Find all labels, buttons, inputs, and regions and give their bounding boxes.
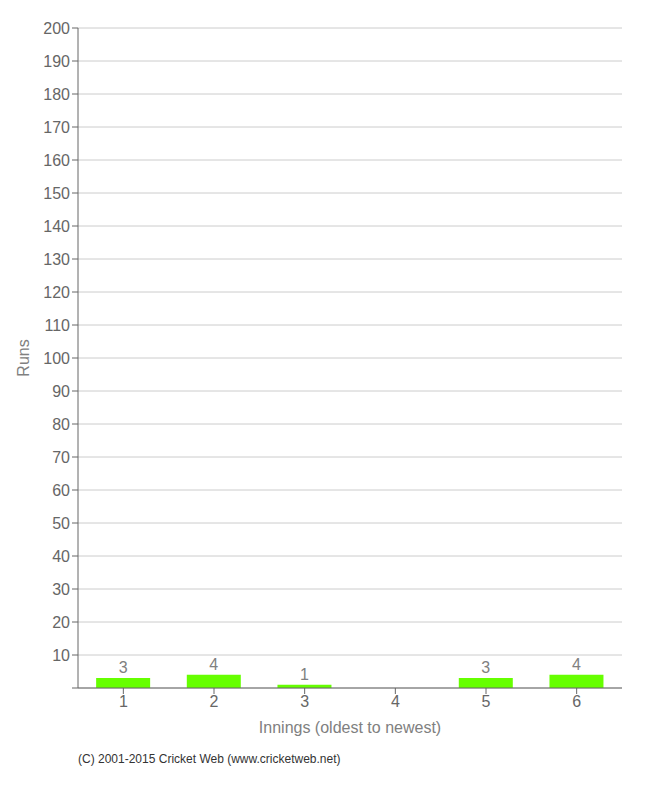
- svg-text:1: 1: [119, 693, 128, 710]
- svg-text:120: 120: [43, 284, 70, 301]
- svg-text:90: 90: [52, 383, 70, 400]
- svg-text:200: 200: [43, 20, 70, 37]
- svg-text:3: 3: [119, 659, 128, 676]
- svg-text:Innings (oldest to newest): Innings (oldest to newest): [259, 719, 441, 736]
- svg-text:3: 3: [481, 659, 490, 676]
- svg-text:6: 6: [572, 693, 581, 710]
- svg-text:180: 180: [43, 86, 70, 103]
- svg-text:160: 160: [43, 152, 70, 169]
- svg-text:130: 130: [43, 251, 70, 268]
- svg-text:10: 10: [52, 647, 70, 664]
- svg-text:5: 5: [482, 693, 491, 710]
- svg-text:1: 1: [300, 666, 309, 683]
- svg-text:100: 100: [43, 350, 70, 367]
- svg-text:4: 4: [391, 693, 400, 710]
- svg-text:190: 190: [43, 53, 70, 70]
- svg-text:70: 70: [52, 449, 70, 466]
- svg-text:4: 4: [209, 656, 218, 673]
- html-text:(C) 2001-2015 Cricket Web (www: (C) 2001-2015 Cricket Web (www.cricketwe…: [78, 752, 341, 766]
- svg-text:60: 60: [52, 482, 70, 499]
- svg-text:50: 50: [52, 515, 70, 532]
- svg-text:170: 170: [43, 119, 70, 136]
- svg-text:4: 4: [572, 656, 581, 673]
- svg-text:3: 3: [300, 693, 309, 710]
- svg-text:Runs: Runs: [15, 339, 32, 376]
- svg-text:40: 40: [52, 548, 70, 565]
- svg-text:150: 150: [43, 185, 70, 202]
- svg-text:20: 20: [52, 614, 70, 631]
- svg-text:30: 30: [52, 581, 70, 598]
- svg-text:110: 110: [44, 317, 70, 334]
- svg-text:140: 140: [43, 218, 70, 235]
- svg-text:2: 2: [210, 693, 219, 710]
- svg-text:80: 80: [52, 416, 70, 433]
